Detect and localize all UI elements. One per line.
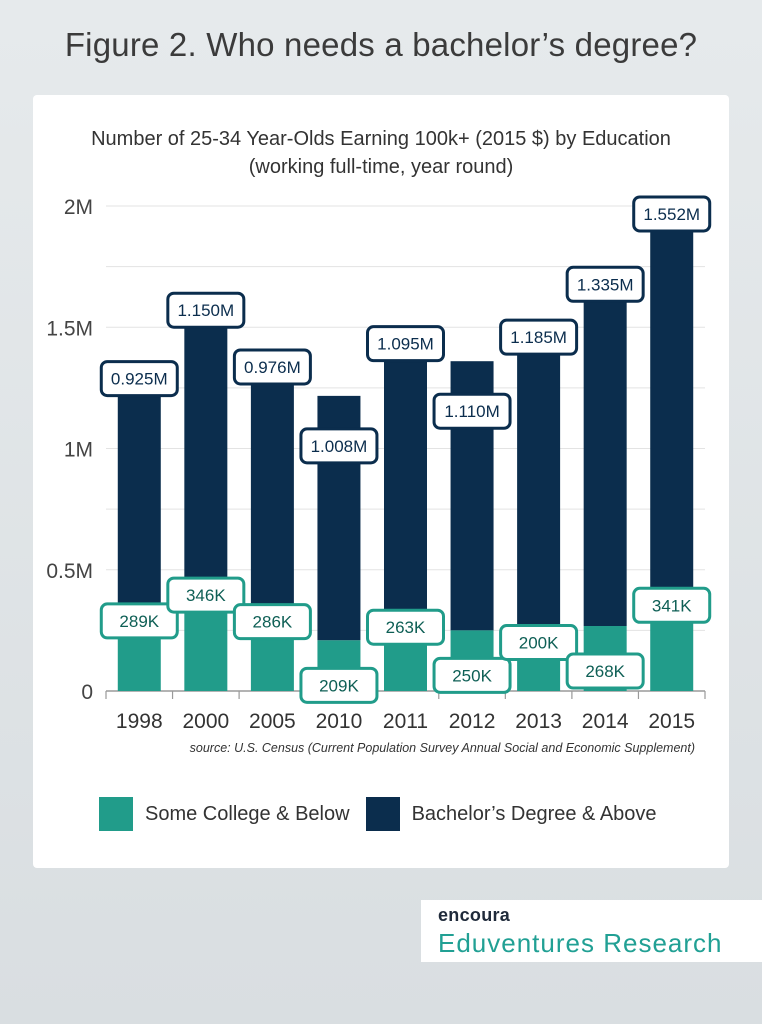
data-label-bachelors-box [499,318,579,356]
legend-item-some-college: Some College & Below [99,797,350,831]
data-label-some-college: 209K [319,676,359,695]
data-label-bachelors-box [366,325,445,363]
x-tick-label: 2014 [582,710,629,733]
data-label-some-college-box [166,576,246,614]
chart-subtitle: (working full-time, year round) [248,156,514,178]
data-label-bachelors: 1.095M [377,335,434,354]
x-tick-label: 2012 [449,710,496,733]
data-label-some-college: 289K [119,612,159,631]
x-tick-label: 2005 [249,710,296,733]
data-label-bachelors-box [432,392,512,430]
data-label-some-college: 263K [386,618,426,637]
y-tick-label: 0 [81,681,93,704]
y-tick-label: 2M [64,196,93,219]
data-label-some-college-box [299,666,379,704]
data-label-some-college-box [565,652,645,690]
data-label-bachelors: 1.008M [311,437,368,456]
chart-title-line: Number of 25-34 Year-Olds Earning 100k+ … [91,128,671,150]
data-label-bachelors: 1.150M [177,301,234,320]
bar-bachelors [384,361,427,628]
data-label-some-college-box [232,603,312,641]
x-tick-label: 2015 [648,710,695,733]
y-tick-label: 1.5M [46,317,93,340]
brand-box: encoura Eduventures Research [421,900,762,962]
data-label-bachelors-box [565,265,645,303]
data-label-some-college: 250K [452,666,492,685]
data-label-some-college: 341K [652,596,692,615]
data-label-bachelors: 1.552M [643,205,700,224]
legend-item-bachelors: Bachelor’s Degree & Above [365,797,657,831]
legend-label-bachelors: Bachelor’s Degree & Above [411,802,657,825]
chart-legend: Some College & Below Bachelor’s Degree &… [99,797,673,831]
bar-bachelors [184,328,228,608]
data-label-bachelors: 0.925M [111,370,168,389]
data-label-bachelors: 1.335M [577,275,634,294]
data-label-some-college-box [432,656,512,694]
data-label-bachelors-box [232,348,312,386]
bar-bachelors [117,396,161,621]
x-tick-label: 2010 [316,710,363,733]
page-title: Figure 2. Who needs a bachelor’s degree? [64,26,698,63]
data-label-some-college-box [499,624,579,661]
data-label-some-college-box [99,602,179,640]
data-label-bachelors: 1.185M [510,328,567,347]
legend-swatch-some-college [99,797,133,831]
x-tick-label: 2000 [182,710,229,733]
data-label-bachelors: 0.976M [244,358,301,377]
y-tick-label: 0.5M [46,560,93,583]
chart-card: Number of 25-34 Year-Olds Earning 100k+ … [33,95,729,868]
data-label-bachelors: 1.110M [444,402,499,421]
legend-swatch-bachelors [365,797,400,831]
x-tick-label: 2013 [515,710,562,733]
data-label-some-college: 268K [585,662,625,681]
data-label-bachelors-box [299,427,379,465]
data-label-some-college-box [366,608,445,646]
bar-bachelors [583,302,627,627]
legend-label-some-college: Some College & Below [145,802,350,825]
bar-bachelors [517,355,561,643]
x-tick-label: 1998 [116,710,163,733]
bar-bachelors [250,384,294,622]
data-label-some-college: 200K [519,634,559,653]
chart-source: source: U.S. Census (Current Population … [189,741,695,755]
encoura-logo: encoura [438,905,511,925]
y-tick-label: 1M [64,439,93,462]
data-label-bachelors-box [99,360,179,398]
chart-title: Number of 25-34 Year-Olds Earning 100k+ … [33,125,729,181]
stacked-bar-chart: 0 0.5M 1M 1.5M 2M 1998 2000 2005 2010 2011 2012 201… [46,195,712,733]
data-label-some-college: 346K [186,586,226,605]
data-label-bachelors-box [166,291,246,329]
brand-name: Eduventures Research [438,928,723,958]
data-label-some-college-box [632,586,712,624]
data-label-bachelors-box [632,195,712,233]
data-label-some-college: 286K [253,613,293,632]
x-tick-label: 2011 [383,710,428,733]
bar-bachelors [650,231,694,609]
bar-some-college [184,607,228,691]
